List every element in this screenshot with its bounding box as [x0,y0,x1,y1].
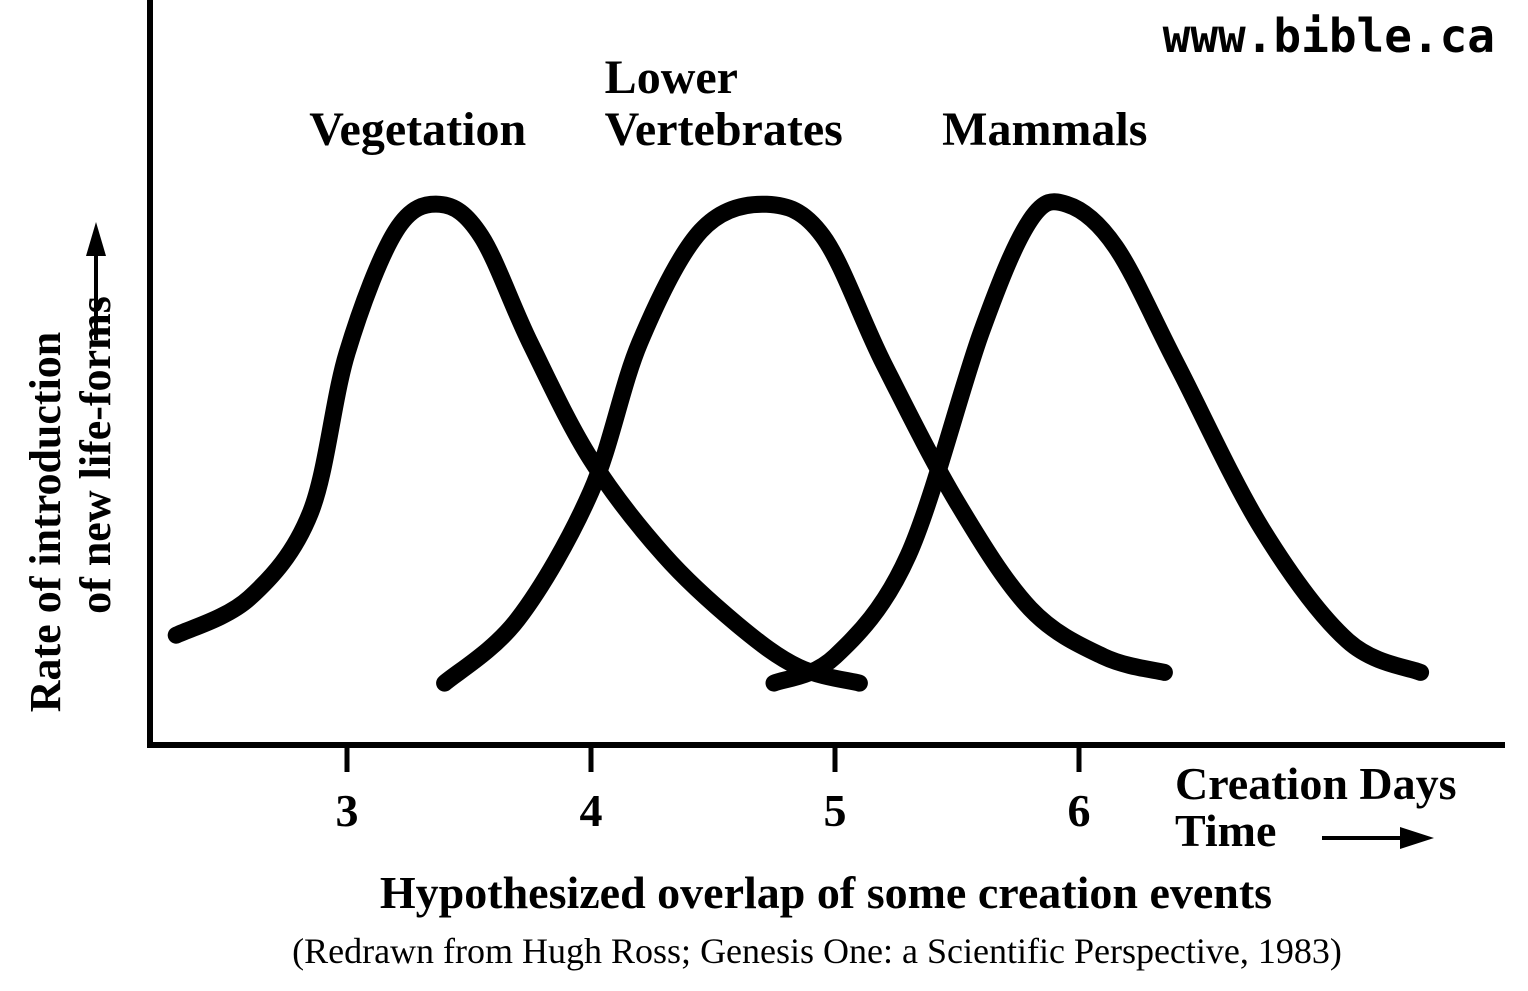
y-axis-arrow-icon [86,222,106,256]
series-line-lower-vertebrates [436,195,1173,692]
curves [167,193,1430,692]
series-labels: Vegetation Lower Vertebrates Mammals [309,51,1147,156]
y-axis-title-line-2: of new life-forms [71,296,120,614]
series-label-word: Lower [605,51,738,104]
x-ticks: 3 4 5 6 [336,745,1091,836]
chart-subtitle: (Redrawn from Hugh Ross; Genesis One: a … [292,931,1342,971]
watermark: www.bible.ca [1163,9,1495,63]
x-tick-label: 3 [336,785,359,836]
x-axis-title-line-2: Time [1175,805,1276,856]
x-axis-arrow-icon [1400,827,1434,849]
axes [147,0,1505,748]
x-tick-label: 5 [824,785,847,836]
series-label-word: Vertebrates [605,103,843,156]
x-axis-title: Creation Days Time [1175,758,1457,856]
x-axis-title-line-1: Creation Days [1175,758,1457,809]
series-label-mammals: Mammals [942,103,1147,156]
series-line-vegetation [167,195,868,692]
series-label-lower-vertebrates: Lower Vertebrates [605,51,843,156]
x-tick-label: 6 [1068,785,1091,836]
series-label-vegetation: Vegetation [309,103,526,156]
x-tick-label: 4 [580,785,603,836]
y-axis-title: Rate of introduction of new life-forms [21,222,120,712]
series-line-mammals [765,193,1430,692]
y-axis-title-line-1: Rate of introduction [21,332,70,713]
chart-title: Hypothesized overlap of some creation ev… [380,867,1272,918]
